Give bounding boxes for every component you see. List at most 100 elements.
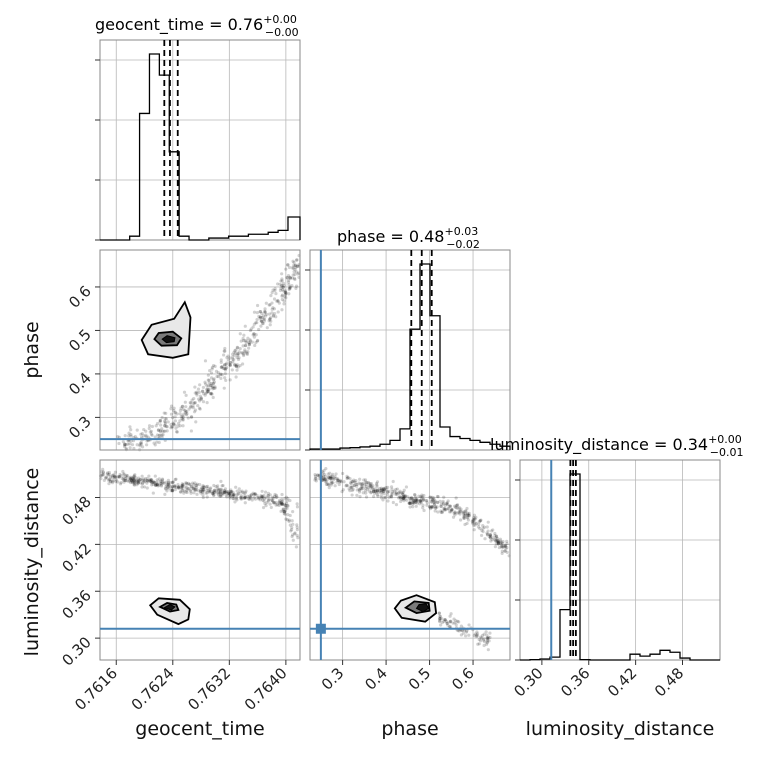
sample-point-luminosity-distance-vs-phase: [443, 506, 447, 511]
sample-point-luminosity-distance-vs-phase: [454, 496, 458, 500]
sample-point-luminosity-distance-vs-phase: [364, 495, 369, 499]
sample-point-luminosity-distance-vs-geocent-time: [161, 481, 165, 485]
sample-point-luminosity-distance-vs-geocent-time: [234, 485, 238, 489]
sample-point-phase-vs-geocent-time: [238, 347, 242, 351]
sample-point-luminosity-distance-vs-phase: [334, 476, 338, 481]
sample-point-luminosity-distance-vs-phase: [476, 525, 481, 529]
sample-point-phase-vs-geocent-time: [239, 339, 243, 343]
sample-point-luminosity-distance-vs-geocent-time: [226, 491, 230, 496]
sample-point-luminosity-distance-vs-phase: [488, 631, 492, 635]
sample-point-luminosity-distance-vs-geocent-time: [138, 477, 142, 482]
sample-point-luminosity-distance-vs-phase: [338, 479, 342, 484]
sample-point-luminosity-distance-vs-geocent-time: [218, 491, 222, 495]
sample-point-phase-vs-geocent-time: [220, 373, 224, 377]
sample-point-phase-vs-geocent-time: [145, 443, 149, 447]
sample-point-luminosity-distance-vs-geocent-time: [228, 489, 233, 494]
sample-point-luminosity-distance-vs-phase: [502, 544, 507, 548]
sample-point-luminosity-distance-vs-geocent-time: [280, 502, 284, 506]
sample-point-luminosity-distance-vs-geocent-time: [291, 538, 295, 542]
sample-point-luminosity-distance-vs-phase: [453, 505, 458, 509]
sample-point-luminosity-distance-vs-geocent-time: [287, 519, 291, 523]
sample-point-luminosity-distance-vs-phase: [329, 483, 333, 487]
sample-point-luminosity-distance-vs-phase: [480, 633, 485, 638]
sample-point-luminosity-distance-vs-geocent-time: [212, 493, 216, 497]
sample-point-luminosity-distance-vs-geocent-time: [113, 474, 117, 478]
sample-point-phase-vs-geocent-time: [229, 361, 233, 365]
sample-point-phase-vs-geocent-time: [163, 424, 167, 428]
sample-point-phase-vs-geocent-time: [225, 355, 229, 360]
sample-point-phase-vs-geocent-time: [243, 324, 247, 328]
sample-point-luminosity-distance-vs-phase: [409, 497, 413, 501]
sample-point-luminosity-distance-vs-phase: [346, 475, 350, 480]
sample-point-phase-vs-geocent-time: [211, 395, 215, 400]
sample-point-luminosity-distance-vs-geocent-time: [142, 478, 146, 483]
sample-point-luminosity-distance-vs-phase: [487, 639, 491, 643]
sample-point-luminosity-distance-vs-phase: [446, 499, 450, 503]
sample-point-luminosity-distance-vs-phase: [448, 614, 452, 618]
sample-point-phase-vs-geocent-time: [209, 392, 213, 396]
sample-point-luminosity-distance-vs-phase: [430, 504, 434, 509]
sample-point-luminosity-distance-vs-phase: [425, 499, 429, 503]
sample-point-phase-vs-geocent-time: [225, 361, 229, 365]
sample-point-luminosity-distance-vs-geocent-time: [227, 493, 231, 497]
sample-point-phase-vs-geocent-time: [133, 435, 137, 439]
sample-point-luminosity-distance-vs-geocent-time: [243, 495, 247, 499]
sample-point-luminosity-distance-vs-geocent-time: [218, 494, 222, 498]
sample-point-phase-vs-geocent-time: [223, 372, 227, 376]
sample-point-luminosity-distance-vs-geocent-time: [220, 491, 225, 495]
sample-point-luminosity-distance-vs-phase: [432, 497, 436, 502]
sample-point-luminosity-distance-vs-phase: [375, 489, 380, 493]
sample-point-luminosity-distance-vs-phase: [373, 487, 377, 491]
sample-point-luminosity-distance-vs-phase: [477, 522, 481, 526]
sample-point-luminosity-distance-vs-geocent-time: [191, 487, 196, 491]
sample-point-phase-vs-geocent-time: [247, 342, 251, 347]
sample-point-luminosity-distance-vs-phase: [342, 480, 346, 484]
sample-point-luminosity-distance-vs-geocent-time: [212, 488, 216, 493]
sample-point-luminosity-distance-vs-phase: [446, 507, 450, 511]
sample-point-luminosity-distance-vs-geocent-time: [122, 478, 126, 482]
sample-point-luminosity-distance-vs-phase: [329, 476, 333, 480]
sample-point-luminosity-distance-vs-phase: [375, 480, 380, 484]
sample-point-luminosity-distance-vs-phase: [505, 541, 509, 546]
sample-point-phase-vs-geocent-time: [264, 301, 268, 305]
sample-point-phase-vs-geocent-time: [273, 287, 277, 291]
sample-point-luminosity-distance-vs-geocent-time: [253, 492, 257, 496]
sample-point-luminosity-distance-vs-phase: [448, 504, 452, 508]
sample-point-phase-vs-geocent-time: [210, 365, 215, 369]
sample-point-luminosity-distance-vs-geocent-time: [151, 482, 155, 487]
sample-point-luminosity-distance-vs-geocent-time: [176, 485, 181, 489]
sample-point-phase-vs-geocent-time: [221, 366, 225, 370]
sample-point-phase-vs-geocent-time: [175, 412, 179, 416]
sample-point-phase-vs-geocent-time: [128, 446, 132, 450]
sample-point-phase-vs-geocent-time: [189, 404, 193, 408]
sample-point-phase-vs-geocent-time: [294, 284, 299, 288]
sample-point-luminosity-distance-vs-geocent-time: [201, 489, 205, 493]
sample-point-luminosity-distance-vs-geocent-time: [149, 479, 153, 484]
sample-point-luminosity-distance-vs-phase: [463, 522, 467, 527]
sample-point-luminosity-distance-vs-phase: [485, 638, 490, 642]
sample-point-luminosity-distance-vs-geocent-time: [122, 472, 126, 477]
sample-point-luminosity-distance-vs-phase: [402, 495, 406, 499]
sample-point-luminosity-distance-vs-phase: [395, 487, 399, 491]
sample-point-luminosity-distance-vs-geocent-time: [255, 493, 259, 497]
sample-point-luminosity-distance-vs-phase: [407, 501, 411, 505]
sample-point-luminosity-distance-vs-geocent-time: [141, 481, 145, 485]
sample-point-luminosity-distance-vs-phase: [496, 539, 500, 543]
sample-point-luminosity-distance-vs-phase: [435, 505, 439, 509]
sample-point-phase-vs-geocent-time: [274, 291, 278, 296]
sample-point-luminosity-distance-vs-geocent-time: [188, 482, 192, 486]
sample-point-luminosity-distance-vs-geocent-time: [243, 501, 247, 505]
sample-point-phase-vs-geocent-time: [261, 321, 265, 326]
sample-point-phase-vs-geocent-time: [156, 428, 161, 432]
sample-point-luminosity-distance-vs-phase: [420, 495, 425, 499]
sample-point-phase-vs-geocent-time: [247, 346, 251, 350]
sample-point-luminosity-distance-vs-geocent-time: [272, 501, 276, 505]
sample-point-phase-vs-geocent-time: [182, 412, 186, 416]
sample-point-luminosity-distance-vs-geocent-time: [264, 496, 268, 500]
sample-point-phase-vs-geocent-time: [212, 386, 216, 391]
sample-point-luminosity-distance-vs-phase: [494, 534, 499, 538]
sample-point-luminosity-distance-vs-phase: [485, 525, 489, 529]
sample-point-luminosity-distance-vs-phase: [377, 490, 381, 494]
sample-point-luminosity-distance-vs-geocent-time: [216, 484, 220, 488]
sample-point-luminosity-distance-vs-phase: [411, 498, 415, 502]
